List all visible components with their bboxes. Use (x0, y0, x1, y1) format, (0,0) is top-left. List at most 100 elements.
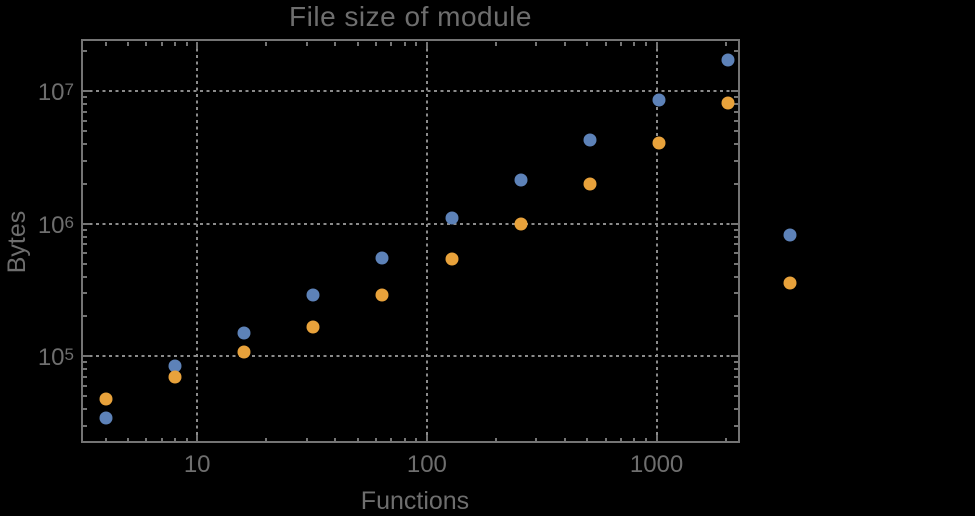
tick-mark (83, 90, 90, 93)
tick-mark (415, 437, 418, 442)
tick-mark (265, 437, 268, 442)
tick-mark (734, 408, 738, 411)
data-point-orange (514, 217, 528, 231)
tick-mark (734, 182, 738, 185)
tick-mark (724, 41, 727, 46)
tick-mark (535, 41, 538, 46)
chart-title: File size of module (289, 1, 532, 32)
tick-mark (83, 50, 87, 53)
tick-mark (173, 437, 176, 442)
tick-mark (196, 41, 199, 49)
tick-mark (633, 41, 636, 46)
tick-mark (83, 243, 87, 246)
tick-mark (734, 292, 738, 295)
data-point-blue (168, 359, 182, 373)
tick-mark (196, 434, 199, 442)
data-point-orange (652, 136, 666, 150)
tick-mark (173, 41, 176, 46)
tick-mark (83, 275, 87, 278)
gridline-vertical (196, 41, 199, 442)
tick-mark (83, 159, 87, 162)
tick-mark (645, 437, 648, 442)
y-axis-label: Bytes (3, 210, 31, 274)
tick-mark (734, 228, 738, 231)
tick-mark (83, 182, 87, 185)
tick-mark (305, 41, 308, 46)
tick-mark (145, 41, 148, 46)
tick-mark (620, 41, 623, 46)
tick-mark (734, 243, 738, 246)
tick-mark (104, 437, 107, 442)
tick-mark (127, 437, 130, 442)
x-axis-label: Functions (360, 487, 470, 515)
tick-mark (586, 41, 589, 46)
tick-mark (374, 437, 377, 442)
tick-mark (734, 384, 738, 387)
tick-mark (83, 130, 87, 133)
tick-mark (734, 103, 738, 106)
tick-mark (731, 355, 738, 358)
tick-mark (734, 361, 738, 364)
tick-mark (425, 434, 428, 442)
tick-mark (620, 437, 623, 442)
tick-mark (83, 384, 87, 387)
tick-mark (83, 262, 87, 265)
tick-mark (731, 90, 738, 93)
data-point-orange (237, 345, 251, 359)
tick-mark (403, 41, 406, 46)
tick-mark (734, 368, 738, 371)
tick-mark (564, 437, 567, 442)
tick-mark (535, 437, 538, 442)
tick-mark (83, 235, 87, 238)
tick-mark (265, 41, 268, 46)
tick-mark (305, 437, 308, 442)
tick-mark (185, 41, 188, 46)
data-point-orange (721, 96, 735, 110)
tick-mark (334, 437, 337, 442)
tick-mark (83, 96, 87, 99)
tick-mark (564, 41, 567, 46)
tick-mark (83, 375, 87, 378)
tick-mark (586, 437, 589, 442)
data-point-orange (583, 177, 597, 191)
tick-mark (83, 361, 87, 364)
y-tick-label: 107 (37, 79, 74, 107)
tick-mark (604, 41, 607, 46)
tick-mark (83, 103, 87, 106)
tick-mark (731, 222, 738, 225)
tick-mark (734, 315, 738, 318)
tick-mark (734, 159, 738, 162)
y-tick-label: 105 (37, 344, 74, 372)
tick-mark (83, 395, 87, 398)
tick-mark (356, 437, 359, 442)
data-point-orange (306, 320, 320, 334)
tick-mark (734, 375, 738, 378)
tick-mark (734, 50, 738, 53)
tick-mark (734, 395, 738, 398)
tick-mark (83, 228, 87, 231)
tick-mark (145, 437, 148, 442)
data-point-orange (99, 392, 113, 406)
data-point-blue (445, 211, 459, 225)
data-point-orange (375, 288, 389, 302)
x-tick-label: 10 (183, 451, 211, 478)
tick-mark (604, 437, 607, 442)
data-point-blue (375, 251, 389, 265)
tick-mark (83, 355, 90, 358)
tick-mark (724, 437, 727, 442)
data-point-orange (445, 252, 459, 266)
tick-mark (734, 130, 738, 133)
tick-mark (734, 424, 738, 427)
gridline-vertical (655, 41, 658, 442)
x-tick-label: 1000 (629, 451, 684, 478)
data-point-blue (583, 133, 597, 147)
tick-mark (83, 252, 87, 255)
tick-mark (83, 424, 87, 427)
gridline-horizontal (83, 90, 738, 93)
y-tick-label: 106 (37, 211, 74, 239)
tick-mark (734, 96, 738, 99)
data-point-blue (721, 53, 735, 67)
tick-mark (127, 41, 130, 46)
tick-mark (83, 368, 87, 371)
